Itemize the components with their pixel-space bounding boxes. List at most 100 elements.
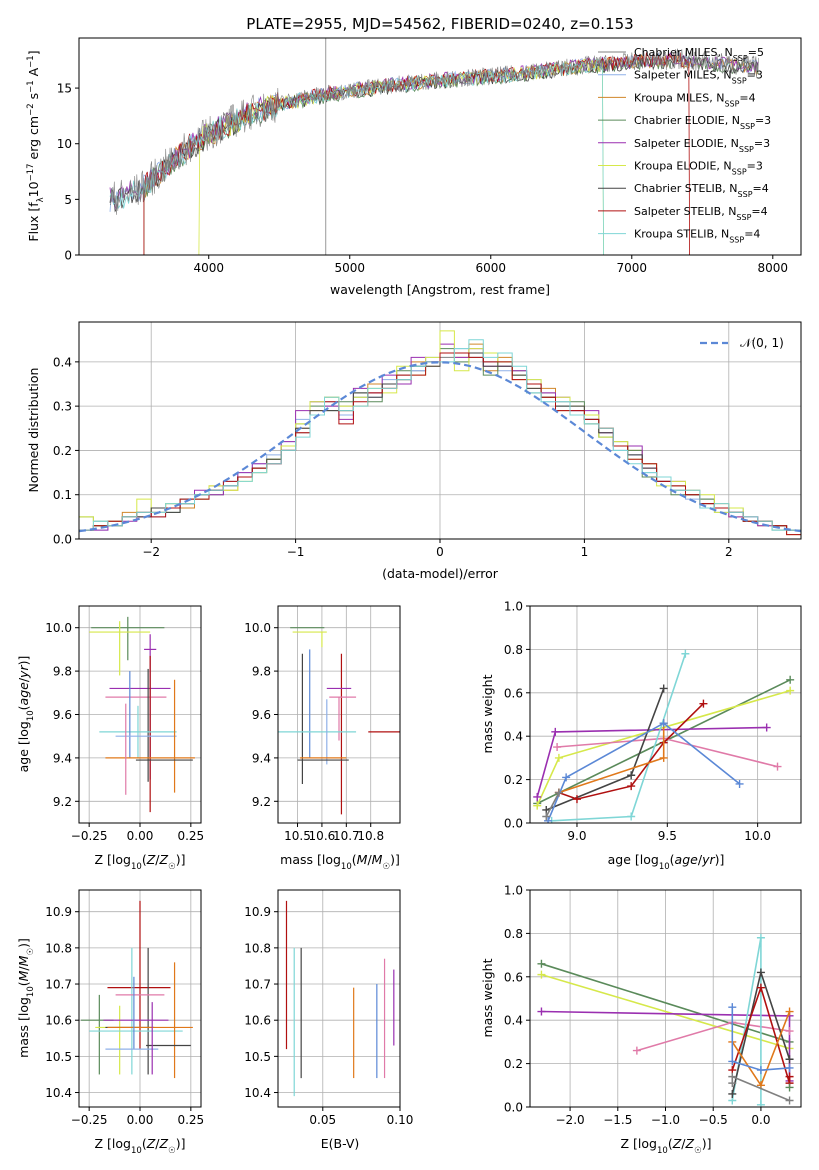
y-tick-label: 0.8 — [504, 643, 523, 657]
plot-area — [89, 616, 195, 813]
model-spectrum-line — [143, 54, 759, 255]
y-tick-label: 5 — [64, 193, 72, 207]
residuals-panel: −2 −1 0 1 2 0.0 0.1 0.2 0.3 0.4 𝒩(0, 1) (data-model… — [26, 321, 802, 581]
x-tick-label: 10.7 — [333, 829, 360, 843]
plot-area — [285, 900, 395, 1097]
x-tick-label: 5000 — [334, 261, 365, 275]
axes-frame — [277, 889, 401, 1108]
y-tick-label: 0.4 — [504, 730, 523, 744]
weight-marker — [533, 801, 542, 810]
plot-area — [79, 330, 801, 536]
weight-marker — [542, 812, 551, 821]
weight-marker — [756, 983, 765, 992]
weight-marker — [786, 686, 795, 695]
legend-label: Chabrier STELIB, NSSP=4 — [634, 182, 769, 199]
y-tick-label: 0.2 — [504, 773, 523, 787]
x-axis-label: mass [log10(M/M☉)] — [280, 852, 400, 872]
y-tick-label: 10 — [57, 137, 72, 151]
x-tick-label: 10.6 — [309, 829, 336, 843]
y-tick-label: 0 — [64, 249, 72, 263]
normal-curve — [79, 361, 801, 533]
x-tick-label: −1.0 — [651, 1113, 680, 1127]
axes-frame — [529, 889, 802, 1108]
weight-marker — [659, 753, 668, 762]
x-axis-label: E(B-V) — [321, 1136, 360, 1151]
weight-line — [731, 1007, 790, 1071]
weight-line — [558, 723, 665, 794]
axes-frame — [78, 321, 802, 540]
x-tick-label: 0.00 — [127, 1113, 154, 1127]
y-tick-label: 10.8 — [45, 941, 72, 955]
weight-line — [547, 722, 741, 822]
x-tick-label: 8000 — [758, 261, 789, 275]
y-tick-label: 10.9 — [45, 905, 72, 919]
y-tick-label: 0.1 — [53, 488, 72, 502]
y-tick-label: 10.6 — [45, 1014, 72, 1028]
weight-marker — [785, 1027, 794, 1036]
legend-label: Kroupa MILES, NSSP=4 — [634, 91, 756, 108]
x-tick-label: 10.0 — [744, 829, 771, 843]
y-tick-label: 10.5 — [244, 1050, 271, 1064]
y-tick-label: 1.0 — [504, 600, 523, 614]
weight-marker — [756, 1100, 765, 1107]
x-tick-label: −1.5 — [603, 1113, 632, 1127]
y-tick-label: 0.6 — [504, 686, 523, 700]
y-tick-label: 9.6 — [53, 708, 72, 722]
weight-marker — [728, 1072, 737, 1081]
y-tick-label: 9.8 — [53, 665, 72, 679]
x-tick-label: 0.0 — [751, 1113, 770, 1127]
x-tick-label: 0.00 — [127, 829, 154, 843]
x-tick-label: −1 — [287, 545, 305, 559]
weight-marker — [554, 788, 563, 797]
data-spectrum-line — [109, 48, 759, 215]
legend-label: Salpeter ELODIE, NSSP=3 — [634, 137, 770, 154]
weight-marker — [632, 1046, 641, 1055]
x-tick-label: −0.25 — [71, 829, 108, 843]
weight-marker — [533, 792, 542, 801]
weight-line — [545, 792, 560, 817]
plot-area — [109, 38, 759, 255]
mass-age-panel: 10.510.610.710.8 9.2 9.4 9.6 9.8 10.0 mass [lo… — [244, 605, 401, 872]
y-tick-label: 10.5 — [45, 1050, 72, 1064]
x-tick-label: 0.05 — [309, 1113, 336, 1127]
legend-label: Salpeter STELIB, NSSP=4 — [634, 205, 768, 222]
weight-line — [551, 653, 687, 822]
weight-marker — [786, 675, 795, 684]
weight-marker — [785, 1096, 794, 1105]
y-tick-label: 10.8 — [244, 941, 271, 955]
x-axis-label: Z [log10(Z/Z☉)] — [621, 1136, 712, 1156]
weight-marker — [785, 1083, 794, 1092]
plot-area — [533, 649, 795, 823]
y-tick-label: 9.6 — [252, 708, 271, 722]
y-tick-label: 10.7 — [244, 978, 271, 992]
x-tick-label: −0.25 — [71, 1113, 108, 1127]
weight-marker — [773, 762, 782, 771]
weight-marker — [785, 1063, 794, 1072]
y-tick-label: 10.4 — [244, 1086, 271, 1100]
axes-frame — [78, 37, 802, 256]
weight-marker — [756, 968, 765, 977]
x-tick-label: 1 — [581, 545, 589, 559]
weight-marker — [785, 1055, 794, 1064]
y-axis-label: age [log10(age/yr)] — [16, 656, 36, 773]
y-tick-label: 0.6 — [504, 970, 523, 984]
y-tick-label: 9.2 — [252, 795, 271, 809]
y-tick-label: 9.2 — [53, 795, 72, 809]
legend-label: Kroupa STELIB, NSSP=4 — [634, 228, 760, 245]
weight-marker — [537, 970, 546, 979]
x-axis-label: Z [log10(Z/Z☉)] — [95, 1136, 186, 1156]
x-tick-label: −0.5 — [699, 1113, 728, 1127]
x-tick-label: 0 — [436, 545, 444, 559]
weight-marker — [735, 779, 744, 788]
weight-marker — [572, 795, 581, 804]
spectrum-panel: 4000 5000 6000 7000 8000 0 5 10 15 Chabrier MILES… — [26, 37, 802, 297]
y-axis-label: mass weight — [480, 958, 495, 1037]
model-spectrum-line — [109, 54, 759, 213]
weight-marker — [659, 684, 668, 693]
x-tick-label: 6000 — [475, 261, 506, 275]
y-tick-label: 0.8 — [504, 927, 523, 941]
weight-marker — [553, 743, 562, 752]
weight-marker — [627, 782, 636, 791]
y-tick-label: 10.9 — [244, 905, 271, 919]
